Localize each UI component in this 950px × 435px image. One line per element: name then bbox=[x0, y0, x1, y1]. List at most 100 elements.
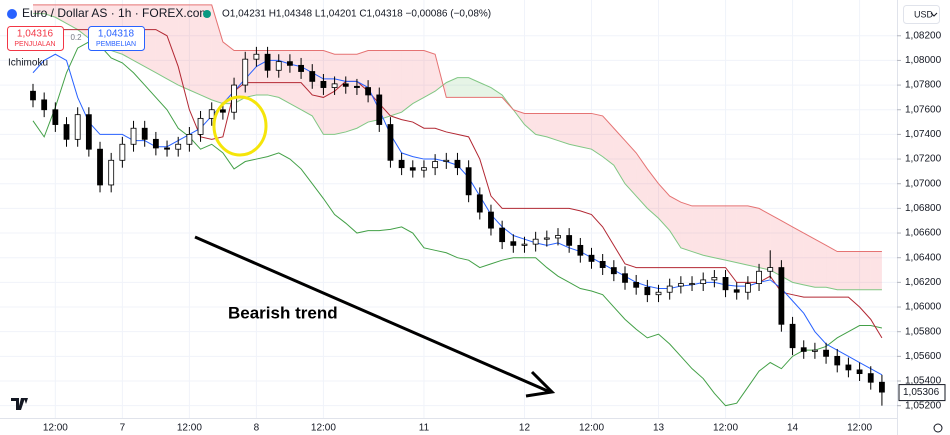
candle-body bbox=[599, 261, 606, 268]
candle-body bbox=[287, 61, 293, 66]
candle-body bbox=[476, 194, 483, 213]
cloud-segment bbox=[870, 251, 882, 290]
spread: 0.2 bbox=[70, 33, 82, 42]
cloud-segment bbox=[55, 4, 67, 24]
candle-body bbox=[488, 211, 494, 229]
cloud-segment bbox=[591, 113, 603, 157]
senkou-span-a bbox=[33, 13, 882, 291]
settings-icon[interactable] bbox=[933, 423, 943, 433]
cloud-segment bbox=[692, 205, 704, 256]
currency-selector[interactable] bbox=[903, 5, 940, 24]
ohlc-readout: O1,04231 H1,04348 L1,04201 C1,04318 −0,0… bbox=[222, 9, 491, 20]
candle-body bbox=[733, 289, 740, 293]
y-tick-label: 1,06800 bbox=[905, 203, 942, 214]
logo[interactable] bbox=[11, 398, 28, 410]
y-tick-label: 1,06000 bbox=[905, 302, 942, 313]
cloud-segment bbox=[200, 4, 212, 100]
candle-body bbox=[85, 114, 92, 150]
candle-body bbox=[465, 167, 472, 196]
candle-body bbox=[767, 267, 774, 272]
candle-body bbox=[74, 114, 81, 140]
candle-body bbox=[52, 109, 59, 125]
candle-body bbox=[521, 243, 528, 246]
x-tick-label: 12 bbox=[519, 423, 531, 434]
cloud-segment bbox=[781, 220, 793, 283]
candle-body bbox=[242, 58, 249, 86]
symbol-title[interactable]: Euro / Dollar AS · 1h · FOREX.com bbox=[22, 6, 209, 20]
last-price-box bbox=[898, 384, 946, 402]
candle-body bbox=[108, 159, 115, 186]
candle-body bbox=[510, 241, 517, 246]
highlight-circle bbox=[212, 95, 268, 157]
x-tick-label: 12:00 bbox=[579, 423, 604, 434]
candle-body bbox=[655, 291, 662, 296]
candle-body bbox=[845, 364, 852, 371]
candle-body bbox=[376, 94, 383, 125]
cloud-segment bbox=[770, 214, 782, 277]
cloud-segment bbox=[356, 50, 369, 129]
x-tick-label: 8 bbox=[254, 423, 260, 434]
sell-label: PENJUALAN bbox=[14, 41, 55, 48]
candle-body bbox=[30, 90, 36, 101]
y-tick-label: 1,06600 bbox=[905, 228, 942, 239]
cloud-segment bbox=[289, 50, 302, 110]
symbol-icon bbox=[7, 9, 17, 19]
y-tick-label: 1,06200 bbox=[905, 277, 942, 288]
last-price-label: 1,05306 bbox=[903, 387, 940, 398]
trend-arrow bbox=[194, 235, 551, 394]
cloud-segment bbox=[178, 4, 190, 91]
y-tick-label: 1,05200 bbox=[905, 400, 942, 411]
sell-button[interactable] bbox=[7, 26, 64, 51]
cloud-segment bbox=[301, 50, 313, 116]
x-tick-label: 11 bbox=[419, 423, 430, 434]
candle-body bbox=[677, 283, 684, 287]
currency: USD bbox=[914, 9, 934, 19]
cloud-segment bbox=[446, 77, 458, 98]
cloud-segment bbox=[345, 54, 357, 132]
y-tick-label: 1,07800 bbox=[905, 80, 942, 91]
candle-body bbox=[130, 127, 137, 145]
cloud-segment bbox=[401, 50, 413, 113]
candle-body bbox=[186, 134, 193, 145]
arrow-head bbox=[525, 370, 556, 398]
cloud-segment bbox=[848, 251, 860, 290]
candle-body bbox=[867, 373, 874, 383]
indicator-line bbox=[33, 29, 883, 339]
cloud-segment bbox=[725, 205, 737, 263]
candle-body bbox=[63, 124, 70, 140]
cloud-segment bbox=[390, 50, 402, 116]
cloud-segment bbox=[535, 113, 547, 137]
cloud-segment bbox=[557, 113, 570, 145]
candle-body bbox=[119, 143, 126, 161]
cloud-segment bbox=[814, 239, 827, 288]
cloud-segment bbox=[569, 113, 581, 147]
y-tick-label: 1,06400 bbox=[905, 252, 942, 263]
candle-body bbox=[354, 85, 360, 88]
cloud-segment bbox=[423, 50, 436, 98]
candle-body bbox=[421, 167, 427, 171]
candle-body bbox=[879, 381, 885, 393]
x-tick-label: 7 bbox=[120, 423, 126, 434]
y-tick-label: 1,05800 bbox=[905, 326, 942, 337]
candle-body bbox=[264, 53, 271, 71]
buy-button[interactable] bbox=[88, 26, 145, 51]
indicator-label[interactable]: Ichimoku bbox=[8, 58, 48, 69]
y-tick-label: 1,07600 bbox=[905, 104, 942, 115]
buy-price: 1,04318 bbox=[98, 29, 135, 40]
candle-body bbox=[443, 159, 450, 162]
cloud-segment bbox=[613, 128, 626, 184]
candle-body bbox=[543, 237, 550, 240]
cloud-segment bbox=[278, 50, 290, 104]
candle-body bbox=[208, 109, 215, 119]
candle-body bbox=[253, 53, 260, 60]
cloud-segment bbox=[312, 50, 324, 135]
cloud-segment bbox=[826, 245, 838, 290]
y-tick-label: 1,07200 bbox=[905, 154, 942, 165]
cloud-segment bbox=[747, 205, 760, 268]
cloud-segment bbox=[33, 4, 45, 14]
candle-body bbox=[219, 109, 226, 113]
candle-body bbox=[744, 283, 751, 293]
dropdown-caret bbox=[930, 12, 938, 17]
y-tick-label: 1,05400 bbox=[905, 376, 942, 387]
x-tick-label: 12:00 bbox=[713, 423, 738, 434]
